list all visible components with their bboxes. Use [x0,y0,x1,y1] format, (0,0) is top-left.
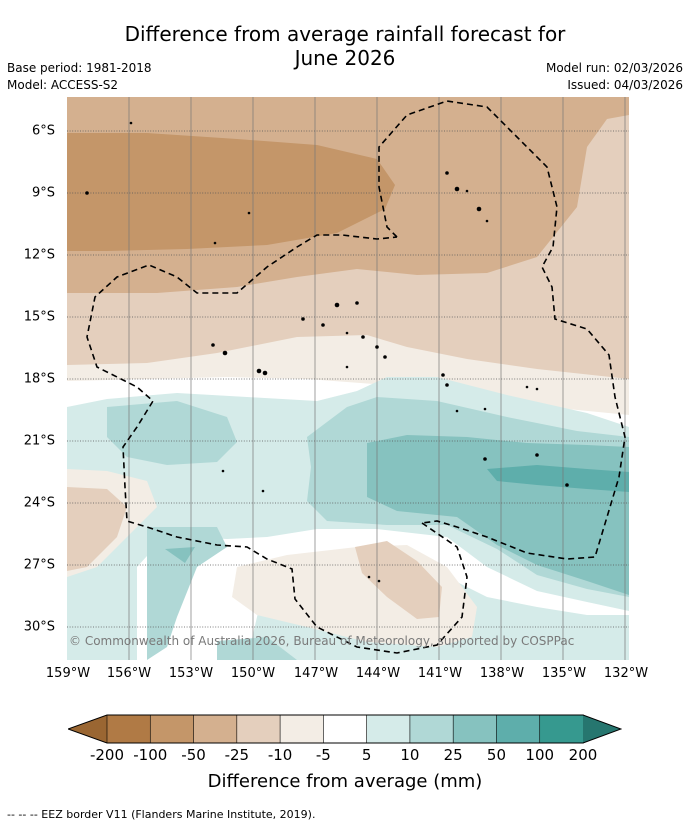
lon-label-159w: 159°W [45,666,91,681]
meta-left: Base period: 1981-2018 Model: ACCESS-S2 [7,60,152,94]
lat-label-27s: 27°S [23,557,55,573]
lat-label-9s: 9°S [31,185,55,201]
colorbar-extend-high [583,715,621,743]
contour-minus50 [67,133,395,251]
lat-label-12s: 12°S [23,247,55,263]
colorbar-segment [279,714,325,744]
colorbar-tick-label: -50 [181,746,206,764]
colorbar-segment [193,714,238,744]
colorbar [66,714,623,748]
model-run-text: Model run: 02/03/2026 [545,61,683,75]
lon-label-147w: 147°W [293,666,339,681]
lon-label-135w: 135°W [541,666,587,681]
lon-label-153w: 153°W [168,666,214,681]
colorbar-tick-label: 50 [486,746,506,764]
title-line-1: Difference from average rainfall forecas… [124,22,566,46]
colorbar-svg [66,714,623,744]
colorbar-segment [323,714,368,744]
colorbar-tick-label: 100 [525,746,555,764]
lat-label-15s: 15°S [23,309,55,325]
map-title: Difference from average rainfall forecas… [0,22,690,70]
colorbar-segment [539,714,584,744]
colorbar-title: Difference from average (mm) [207,771,483,792]
colorbar-outline [66,714,623,744]
lon-label-150w: 150°W [230,666,276,681]
copyright-text: © Commonwealth of Australia 2026, Bureau… [69,634,575,648]
lon-label-141w: 141°W [417,666,463,681]
colorbar-segment [409,714,454,744]
colorbar-segment [496,714,541,744]
base-period-text: Base period: 1981-2018 [7,61,152,75]
colorbar-tick-label: -100 [133,746,168,764]
colorbar-tick-label: 10 [400,746,420,764]
map-canvas [67,97,629,660]
lat-label-24s: 24°S [23,495,55,511]
islands [85,121,569,583]
colorbar-tick-label: -200 [89,746,125,764]
meta-right: Model run: 02/03/2026 Issued: 04/03/2026 [546,60,683,94]
colorbar-tick-label: -5 [315,746,331,764]
title-line-2: June 2026 [294,46,396,70]
eez-border-cook-islands [378,100,626,560]
lat-label-6s: 6°S [31,123,55,139]
colorbar-extend-low [68,715,107,743]
model-text: Model: ACCESS-S2 [7,78,119,92]
lat-label-21s: 21°S [23,433,55,449]
colorbar-tick-label: -10 [267,746,293,764]
eez-legend-note: -- -- -- EEZ border V11 (Flanders Marine… [7,808,316,821]
contour-minus10-lower-left [67,487,127,571]
graticule [67,130,629,628]
colorbar-segment [106,714,152,744]
colorbar-tick-label: 25 [443,746,463,764]
lon-label-132w: 132°W [603,666,649,681]
colorbar-segment [236,714,281,744]
colorbar-segments [68,714,621,744]
eez-border-french-polynesia [86,234,468,654]
colorbar-tick-label: -25 [224,746,250,764]
colorbar-tick-label: 5 [361,746,372,764]
lon-label-144w: 144°W [355,666,401,681]
colorbar-segment [366,714,411,744]
meridians [128,97,626,660]
issued-text: Issued: 04/03/2026 [567,78,683,92]
colorbar-segment [452,714,498,744]
lat-label-18s: 18°S [23,371,55,387]
lon-label-138w: 138°W [479,666,525,681]
rainfall-map [67,97,629,660]
colorbar-segment [149,714,195,744]
colorbar-tick-label: 200 [568,746,598,764]
lat-label-30s: 30°S [23,619,55,635]
contour-plus50 [487,465,629,492]
lon-label-156w: 156°W [106,666,152,681]
